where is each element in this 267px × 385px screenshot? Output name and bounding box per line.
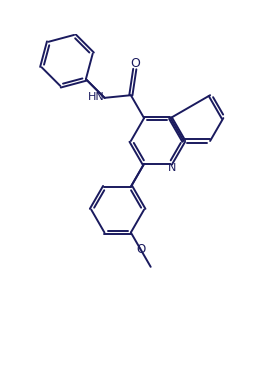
Text: O: O [137, 243, 146, 256]
Text: O: O [130, 57, 140, 70]
Text: HN: HN [88, 92, 104, 102]
Text: N: N [168, 163, 176, 173]
